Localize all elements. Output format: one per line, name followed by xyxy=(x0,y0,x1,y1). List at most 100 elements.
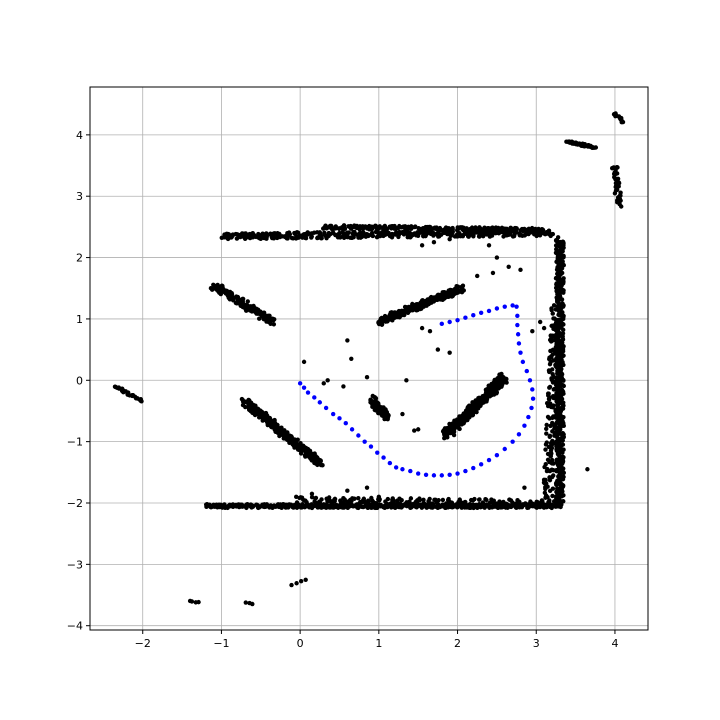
obstacle-point xyxy=(547,337,553,343)
obstacle-point xyxy=(547,416,552,421)
obstacle-point xyxy=(356,496,361,501)
trajectory-point xyxy=(431,473,437,478)
obstacle-point xyxy=(554,496,559,501)
obstacle-point xyxy=(545,391,551,396)
obstacle-point xyxy=(551,316,556,321)
obstacle-point xyxy=(560,327,566,333)
obstacle-point xyxy=(341,384,346,389)
obstacle-point xyxy=(450,502,455,507)
obstacle-point xyxy=(409,226,414,231)
obstacle-point xyxy=(264,236,269,241)
obstacle-point xyxy=(362,499,368,505)
y-tick-label: 0 xyxy=(76,374,83,387)
trajectory-point xyxy=(463,315,468,320)
obstacle-point xyxy=(593,145,599,150)
obstacle-point xyxy=(219,235,224,240)
trajectory-point xyxy=(317,400,323,405)
obstacle-point xyxy=(382,315,387,321)
obstacle-point xyxy=(309,505,315,511)
y-tick-label: −4 xyxy=(67,620,83,633)
obstacle-point xyxy=(507,232,513,237)
obstacle-point xyxy=(455,501,461,507)
obstacle-point xyxy=(480,500,486,505)
trajectory-point xyxy=(400,467,405,472)
trajectory-point xyxy=(356,433,361,438)
y-tick-label: −1 xyxy=(67,436,83,449)
trajectory-point xyxy=(516,341,522,346)
obstacle-point xyxy=(551,379,556,384)
obstacle-point xyxy=(537,319,543,325)
obstacle-point xyxy=(497,377,502,382)
obstacle-point xyxy=(325,378,330,383)
obstacle-point xyxy=(559,486,564,492)
trajectory-point xyxy=(515,322,520,328)
obstacle-point xyxy=(547,395,552,400)
obstacle-point xyxy=(533,503,539,508)
y-tick-label: 1 xyxy=(76,313,83,326)
trajectory-point xyxy=(447,472,452,477)
obstacle-point xyxy=(370,233,376,239)
ticks-layer: −2 −1 0 1 2 3 4 −4 −3 −2 −1 0 1 2 3 4 xyxy=(67,129,619,650)
obstacle-point xyxy=(551,303,557,308)
obstacle-point xyxy=(345,488,350,493)
obstacle-point xyxy=(551,461,556,466)
obstacle-point xyxy=(342,233,347,239)
trajectory-point xyxy=(514,304,519,309)
obstacle-point xyxy=(555,451,561,457)
obstacle-point xyxy=(560,423,565,428)
x-tick-label: 2 xyxy=(454,637,461,650)
obstacle-point xyxy=(560,454,565,459)
obstacle-point xyxy=(257,316,262,321)
obstacle-point xyxy=(329,500,334,505)
obstacle-point xyxy=(545,494,550,500)
obstacle-point xyxy=(419,243,425,248)
obstacle-point xyxy=(611,165,616,170)
obstacle-point xyxy=(560,289,565,295)
obstacle-point xyxy=(553,382,559,388)
trajectory-point xyxy=(478,462,484,467)
obstacle-point xyxy=(484,502,489,507)
obstacle-point xyxy=(615,199,620,205)
obstacle-point xyxy=(462,499,468,505)
obstacle-point xyxy=(477,502,482,507)
obstacle-point xyxy=(514,226,519,232)
trajectory-point xyxy=(478,310,484,315)
obstacle-point xyxy=(529,225,535,231)
obstacle-point xyxy=(404,378,409,383)
obstacle-point xyxy=(542,503,548,509)
obstacle-point xyxy=(501,234,506,239)
obstacle-point xyxy=(550,404,555,410)
points-layer xyxy=(112,111,626,607)
obstacle-point xyxy=(557,360,562,365)
obstacle-point xyxy=(549,307,554,313)
obstacle-point xyxy=(421,497,426,503)
obstacle-point xyxy=(397,496,402,501)
obstacle-point xyxy=(556,398,561,404)
obstacle-point xyxy=(388,316,393,321)
obstacle-point xyxy=(312,457,318,463)
x-tick-label: −2 xyxy=(135,637,151,650)
obstacle-point xyxy=(374,234,380,240)
obstacle-point xyxy=(446,293,451,298)
obstacle-point xyxy=(498,228,504,233)
obstacle-point xyxy=(551,422,557,428)
obstacle-point xyxy=(539,499,545,504)
obstacle-point xyxy=(548,454,553,459)
obstacle-point xyxy=(544,431,549,436)
trajectory-point xyxy=(486,457,492,463)
obstacle-point xyxy=(561,400,566,405)
obstacle-point xyxy=(203,502,209,507)
y-tick-label: 3 xyxy=(76,190,83,203)
obstacle-point xyxy=(559,502,564,507)
obstacle-point xyxy=(499,371,504,377)
obstacle-point xyxy=(341,223,347,228)
trajectory-point xyxy=(408,468,413,474)
obstacle-point xyxy=(398,225,403,230)
y-tick-label: 2 xyxy=(76,252,83,265)
obstacle-point xyxy=(373,501,378,506)
obstacle-point xyxy=(196,599,201,605)
obstacle-point xyxy=(544,426,549,432)
obstacle-point xyxy=(383,499,388,504)
obstacle-point xyxy=(303,236,309,241)
